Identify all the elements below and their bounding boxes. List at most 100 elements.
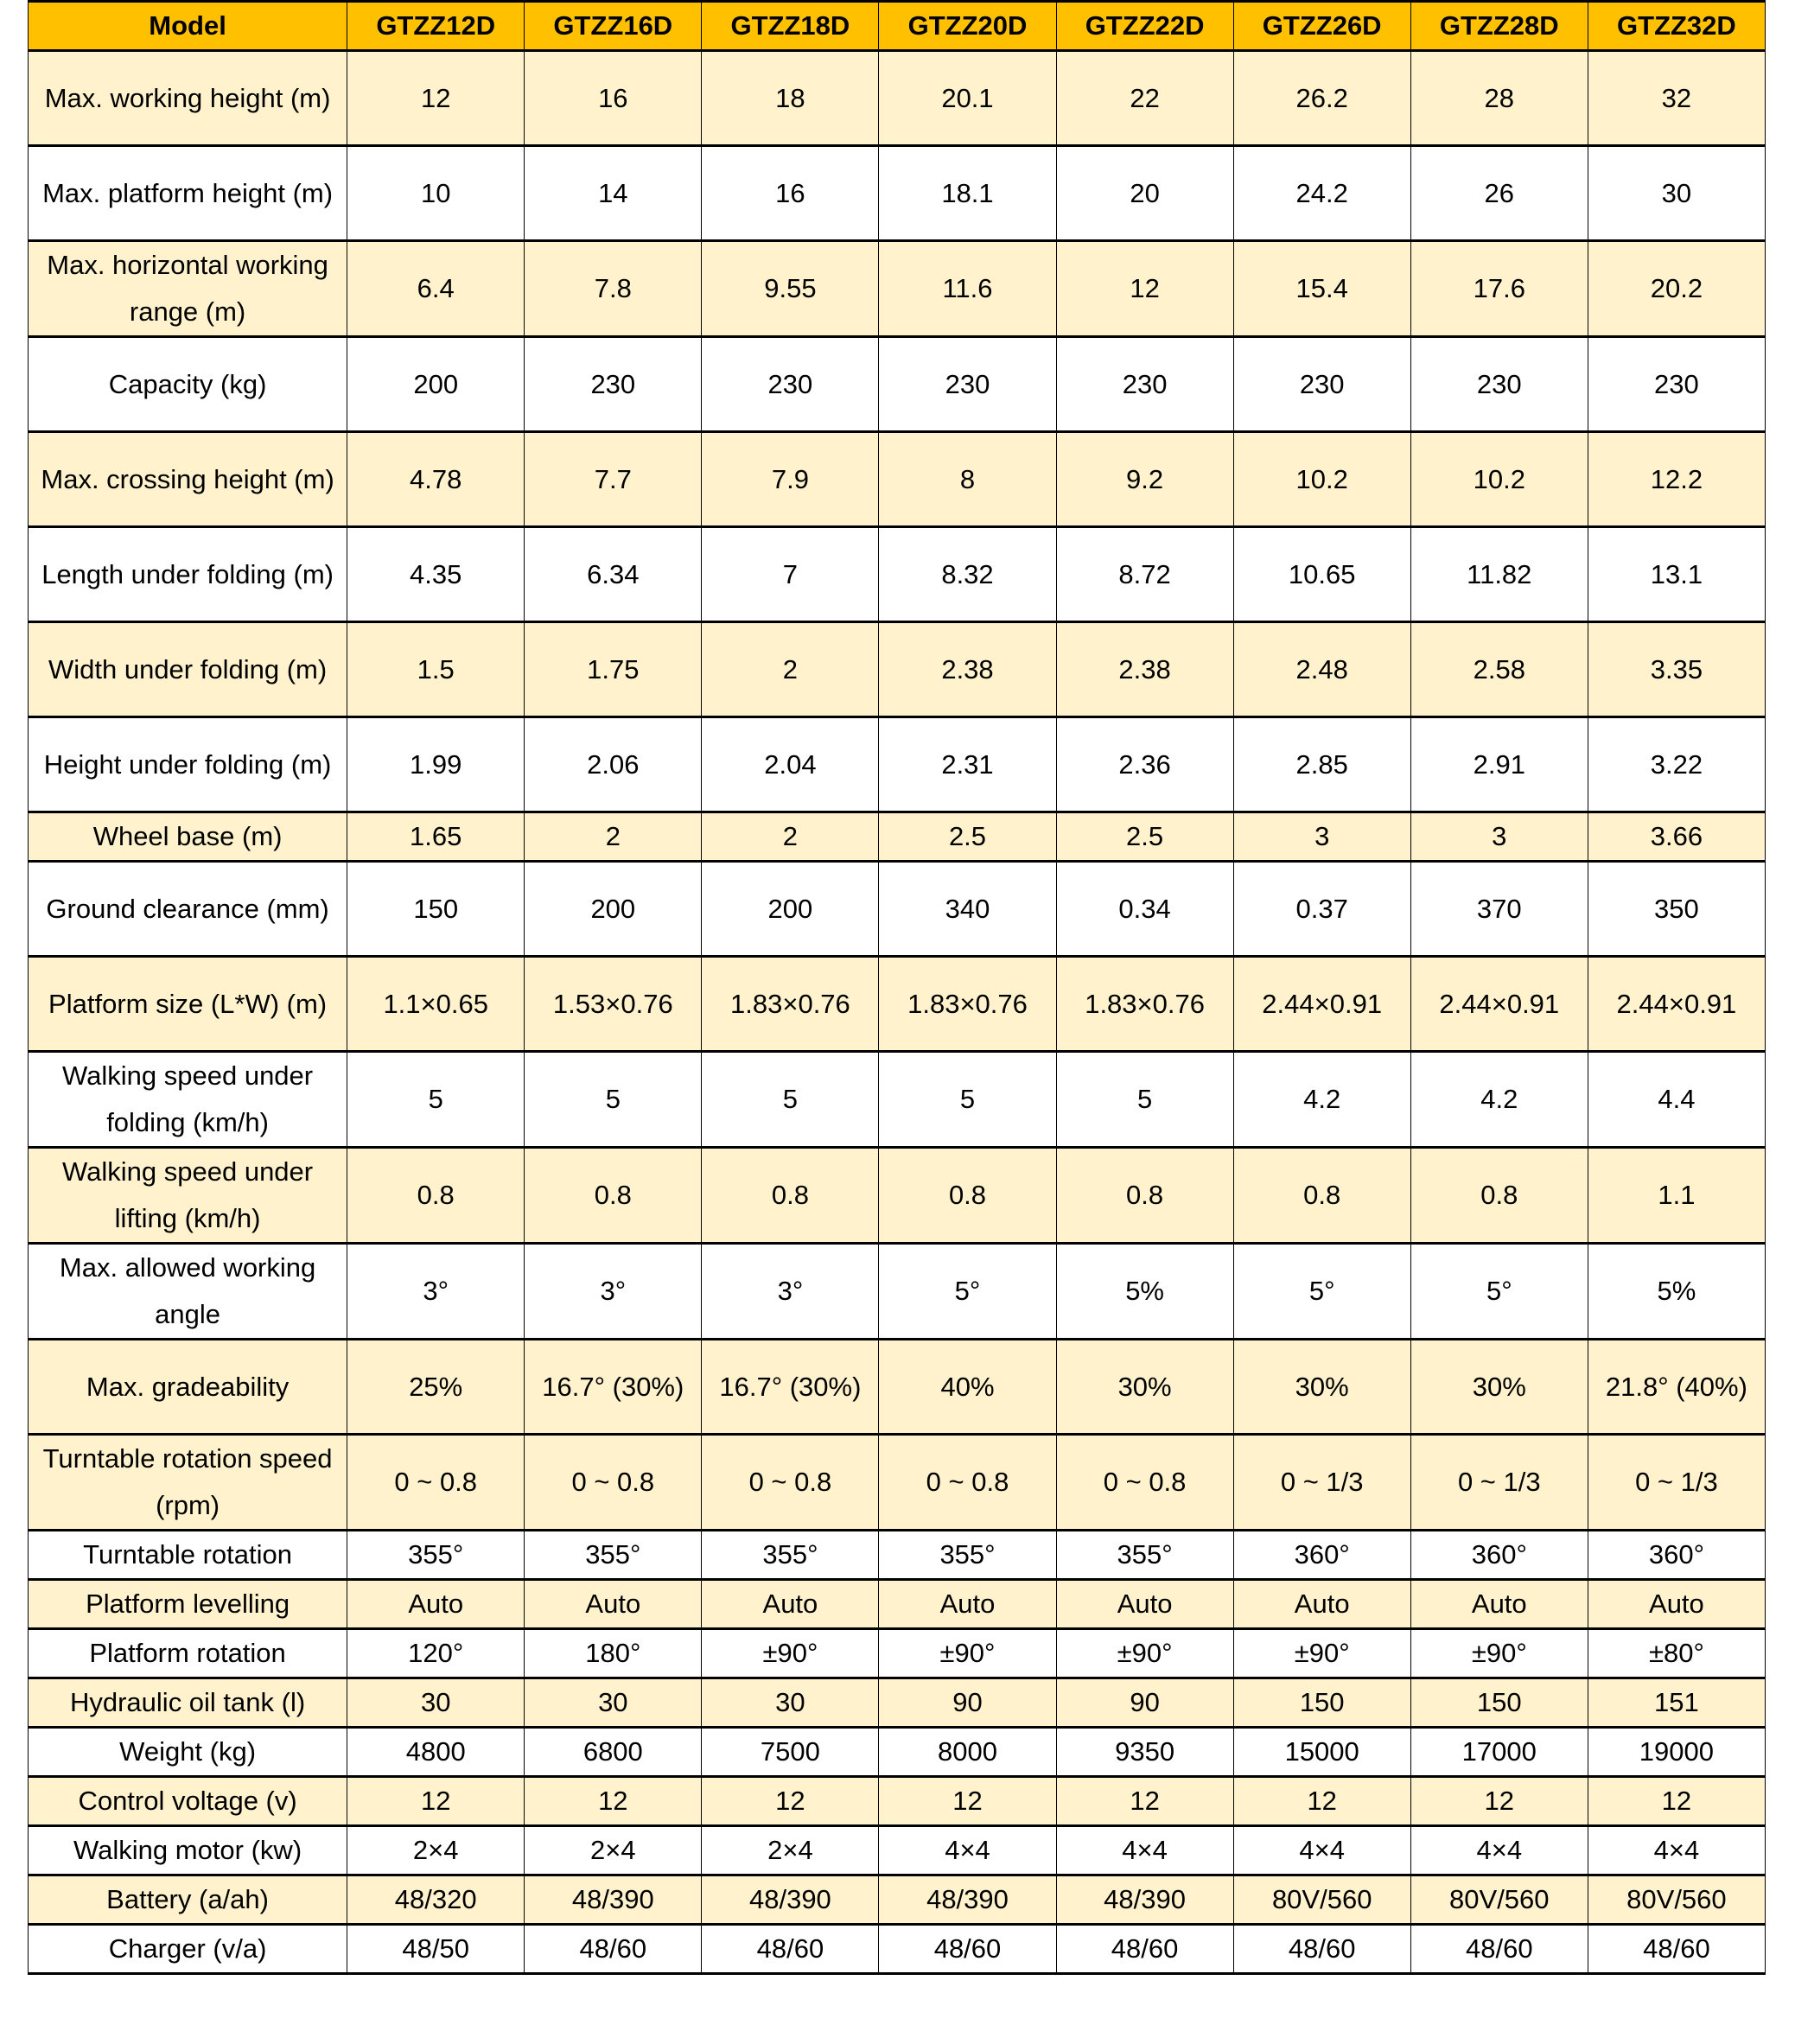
value-cell: 3.22 xyxy=(1587,716,1766,813)
value-cell: 6.4 xyxy=(347,239,525,338)
value-cell: 19000 xyxy=(1587,1726,1766,1778)
table-row: Platform rotation 120° 180° ±90° ±90° ±90° ±90… xyxy=(27,1627,1766,1679)
value-cell: 2.85 xyxy=(1232,716,1411,813)
row-label: Walking motor (kw) xyxy=(27,1824,348,1876)
value-cell: 3 xyxy=(1232,811,1411,863)
value-cell: 151 xyxy=(1587,1677,1766,1729)
value-cell: 3.66 xyxy=(1587,811,1766,863)
value-cell: 12 xyxy=(1232,1775,1411,1827)
value-cell: 2.38 xyxy=(878,621,1057,718)
value-cell: 150 xyxy=(1232,1677,1411,1729)
value-cell: 2.48 xyxy=(1232,621,1411,718)
value-cell: 2.5 xyxy=(1055,811,1234,863)
row-label: Capacity (kg) xyxy=(27,335,348,433)
row-label: Walking speed under lifting (km/h) xyxy=(27,1146,348,1245)
value-cell: 11.6 xyxy=(878,239,1057,338)
value-cell: 48/320 xyxy=(347,1874,525,1926)
table-row: Platform size (L*W) (m) 1.1×0.65 1.53×0.76… xyxy=(27,955,1766,1053)
value-cell: 40% xyxy=(878,1338,1057,1436)
value-cell: 18.1 xyxy=(878,144,1057,242)
value-cell: 48/60 xyxy=(1587,1923,1766,1975)
value-cell: 21.8° (40%) xyxy=(1587,1338,1766,1436)
value-cell: 0 ~ 0.8 xyxy=(524,1433,703,1531)
value-cell: 1.83×0.76 xyxy=(1055,955,1234,1053)
value-cell: 8 xyxy=(878,430,1057,528)
value-cell: 0 ~ 0.8 xyxy=(878,1433,1057,1531)
value-cell: 7.7 xyxy=(524,430,703,528)
value-cell: 2.44×0.91 xyxy=(1410,955,1588,1053)
table-row: Length under folding (m) 4.35 6.34 7 8.32 8.7… xyxy=(27,525,1766,623)
value-cell: 2×4 xyxy=(524,1824,703,1876)
value-cell: Auto xyxy=(1410,1578,1588,1630)
value-cell: 0.37 xyxy=(1232,860,1411,958)
table-row: Max. horizontal working range (m) 6.4 7.8 9… xyxy=(27,239,1766,338)
value-cell: 15000 xyxy=(1232,1726,1411,1778)
value-cell: 20.2 xyxy=(1587,239,1766,338)
value-cell: 2.91 xyxy=(1410,716,1588,813)
value-cell: 7.9 xyxy=(701,430,880,528)
value-cell: 9.55 xyxy=(701,239,880,338)
value-cell: 200 xyxy=(701,860,880,958)
row-label: Height under folding (m) xyxy=(27,716,348,813)
table-row: Max. gradeability 25% 16.7° (30%) 16.7° (30… xyxy=(27,1338,1766,1436)
header-cell-model-name: GTZZ16D xyxy=(524,0,703,52)
value-cell: 4×4 xyxy=(1055,1824,1234,1876)
value-cell: 12 xyxy=(878,1775,1057,1827)
table-row: Width under folding (m) 1.5 1.75 2 2.38 2.38 2… xyxy=(27,621,1766,718)
table-row: Turntable rotation speed (rpm) 0 ~ 0.8 0 ~… xyxy=(27,1433,1766,1531)
value-cell: 5 xyxy=(1055,1050,1234,1149)
value-cell: 0.8 xyxy=(524,1146,703,1245)
value-cell: 230 xyxy=(1055,335,1234,433)
row-label: Battery (a/ah) xyxy=(27,1874,348,1926)
value-cell: 4×4 xyxy=(1232,1824,1411,1876)
value-cell: 12 xyxy=(1055,239,1234,338)
table-row: Weight (kg) 4800 6800 7500 8000 9350 15000 1700… xyxy=(27,1726,1766,1778)
value-cell: 16 xyxy=(701,144,880,242)
value-cell: 2.58 xyxy=(1410,621,1588,718)
value-cell: Auto xyxy=(1232,1578,1411,1630)
value-cell: 230 xyxy=(524,335,703,433)
value-cell: 0.8 xyxy=(878,1146,1057,1245)
value-cell: 3 xyxy=(1410,811,1588,863)
value-cell: 150 xyxy=(347,860,525,958)
header-cell-model-name: GTZZ28D xyxy=(1410,0,1588,52)
table-row: Walking motor (kw) 2×4 2×4 2×4 4×4 4×4 4×4 4×4 4… xyxy=(27,1824,1766,1876)
row-label: Wheel base (m) xyxy=(27,811,348,863)
spec-table: Model GTZZ12D GTZZ16D GTZZ18D GTZZ20D GTZZ22D… xyxy=(27,0,1766,1975)
value-cell: 24.2 xyxy=(1232,144,1411,242)
value-cell: 12.2 xyxy=(1587,430,1766,528)
value-cell: 0.8 xyxy=(1232,1146,1411,1245)
value-cell: 2.06 xyxy=(524,716,703,813)
row-label: Control voltage (v) xyxy=(27,1775,348,1827)
value-cell: Auto xyxy=(1055,1578,1234,1630)
value-cell: 30 xyxy=(701,1677,880,1729)
value-cell: 2 xyxy=(701,621,880,718)
table-row: Max. crossing height (m) 4.78 7.7 7.9 8 9.2 10… xyxy=(27,430,1766,528)
value-cell: 4.2 xyxy=(1410,1050,1588,1149)
value-cell: 12 xyxy=(1587,1775,1766,1827)
value-cell: 5 xyxy=(701,1050,880,1149)
value-cell: 48/60 xyxy=(1232,1923,1411,1975)
row-label: Max. crossing height (m) xyxy=(27,430,348,528)
value-cell: 2.44×0.91 xyxy=(1232,955,1411,1053)
value-cell: 8.32 xyxy=(878,525,1057,623)
value-cell: ±90° xyxy=(1232,1627,1411,1679)
value-cell: 17.6 xyxy=(1410,239,1588,338)
value-cell: 90 xyxy=(878,1677,1057,1729)
value-cell: ±90° xyxy=(1055,1627,1234,1679)
row-label: Max. horizontal working range (m) xyxy=(27,239,348,338)
value-cell: 0 ~ 1/3 xyxy=(1232,1433,1411,1531)
value-cell: 360° xyxy=(1410,1529,1588,1581)
value-cell: 230 xyxy=(1587,335,1766,433)
value-cell: 7500 xyxy=(701,1726,880,1778)
value-cell: 12 xyxy=(347,49,525,147)
value-cell: 230 xyxy=(701,335,880,433)
row-label: Platform rotation xyxy=(27,1627,348,1679)
value-cell: 10.65 xyxy=(1232,525,1411,623)
value-cell: 4.35 xyxy=(347,525,525,623)
value-cell: 10 xyxy=(347,144,525,242)
value-cell: 1.5 xyxy=(347,621,525,718)
value-cell: 1.75 xyxy=(524,621,703,718)
header-cell-model-name: GTZZ12D xyxy=(347,0,525,52)
value-cell: 2.31 xyxy=(878,716,1057,813)
